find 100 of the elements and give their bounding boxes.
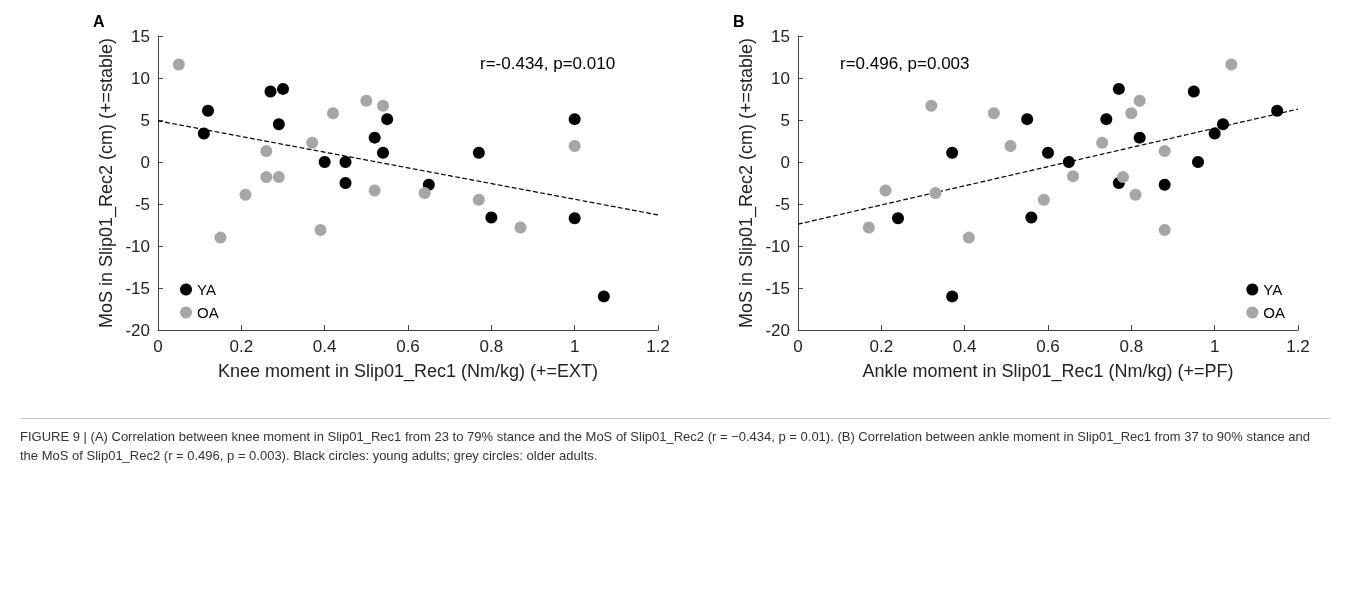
point — [1129, 188, 1142, 201]
point — [1125, 107, 1138, 120]
point — [260, 171, 273, 184]
x-tick-label: 0.8 — [1119, 337, 1144, 356]
point — [360, 94, 373, 107]
point — [327, 107, 339, 120]
point — [946, 290, 959, 303]
point — [485, 211, 498, 224]
annotation: r=-0.434, p=0.010 — [480, 54, 616, 73]
y-tick-label: 10 — [131, 68, 150, 88]
point — [272, 171, 285, 184]
point — [987, 107, 1000, 120]
point — [1025, 211, 1038, 224]
point — [1100, 113, 1113, 126]
point — [962, 231, 975, 244]
legend-label: OA — [1263, 304, 1286, 321]
y-tick-label: 15 — [771, 26, 790, 46]
point — [272, 118, 285, 131]
point — [1158, 178, 1171, 191]
point — [1037, 193, 1050, 206]
point — [381, 113, 394, 126]
y-tick-label: -10 — [125, 236, 150, 256]
x-tick-label: 1.2 — [646, 337, 670, 356]
chart-title: B — [733, 12, 745, 30]
point — [368, 131, 381, 144]
point — [318, 156, 331, 168]
point — [1208, 127, 1221, 140]
point — [314, 224, 327, 237]
x-tick-label: 1 — [1209, 337, 1220, 356]
point — [264, 85, 277, 98]
x-tick-label: 0 — [793, 337, 803, 356]
annotation: r=0.496, p=0.003 — [840, 54, 970, 73]
point — [879, 184, 892, 197]
point — [472, 193, 485, 206]
x-tick-label: 0.4 — [952, 337, 977, 356]
point — [1117, 171, 1129, 184]
point — [892, 212, 904, 225]
point — [1096, 136, 1109, 149]
legend-label: OA — [197, 304, 219, 321]
point — [277, 82, 289, 95]
x-tick-label: 0.2 — [869, 337, 894, 356]
point — [202, 104, 214, 117]
point — [197, 127, 210, 140]
y-tick-label: 5 — [140, 110, 150, 130]
y-tick-label: -15 — [125, 278, 150, 298]
y-tick-label: 10 — [771, 68, 790, 88]
point — [1133, 94, 1146, 107]
y-tick-label: -5 — [774, 194, 790, 214]
point — [260, 145, 273, 158]
point — [306, 136, 319, 149]
point — [1133, 131, 1146, 144]
point — [1271, 104, 1284, 117]
point — [339, 177, 352, 189]
point — [339, 156, 352, 168]
point — [597, 290, 610, 303]
x-tick-label: 0.8 — [479, 337, 504, 356]
point — [377, 146, 389, 159]
y-tick-label: -10 — [765, 236, 790, 256]
point — [1042, 146, 1054, 159]
legend-label: YA — [1263, 281, 1283, 298]
y-tick-label: 15 — [131, 26, 150, 46]
x-tick-label: 1.2 — [1286, 337, 1310, 356]
y-tick-label: -5 — [134, 194, 150, 214]
point — [1225, 58, 1238, 71]
x-tick-label: 0 — [153, 337, 163, 356]
point — [1021, 113, 1034, 126]
x-tick-label: 0.4 — [312, 337, 337, 356]
x-tick-label: 0.6 — [396, 337, 420, 356]
caption: FIGURE 9 | (A) Correlation between knee moment in Slip01_Rec1 from 23 to 79% stance and the MoS of Slip01_Rec2 (r = −0.434, p = 0.01). (B) Correlation between ankle moment in Slip01_Rec1 from 37 to 90% stance and the MoS of Slip01_Rec2 (r = 0.496, p = 0.003). Black circles: young adults; grey circles: older adults. — [20, 418, 1330, 465]
y-tick-label: 5 — [780, 110, 790, 130]
point — [929, 187, 942, 200]
x-tick-label: 0.2 — [229, 337, 254, 356]
point — [568, 212, 581, 225]
point — [472, 146, 485, 159]
point — [239, 188, 252, 201]
point — [1192, 156, 1204, 168]
point — [1112, 82, 1125, 95]
point — [925, 99, 938, 112]
point — [1158, 224, 1171, 237]
point — [1067, 170, 1079, 183]
point — [1217, 118, 1229, 131]
point — [568, 113, 581, 126]
point — [368, 184, 381, 197]
y-axis-title: MoS in Slip01_Rec2 (cm) (+=stable) — [735, 37, 757, 329]
x-axis-title: Ankle moment in Slip01_Rec1 (Nm/kg) (+=PF) — [862, 361, 1234, 382]
point — [214, 231, 227, 244]
y-tick-label: 0 — [780, 152, 790, 172]
point — [418, 187, 431, 200]
x-tick-label: 1 — [569, 337, 580, 356]
point — [377, 99, 389, 112]
legend-label: YA — [197, 281, 216, 298]
point — [862, 221, 875, 234]
point — [1187, 85, 1200, 98]
point — [1062, 156, 1075, 168]
y-tick-label: -15 — [765, 278, 790, 298]
y-axis-title: MoS in Slip01_Rec2 (cm) (+=stable) — [95, 37, 117, 329]
y-tick-label: -20 — [125, 320, 150, 340]
point — [514, 221, 527, 234]
chart-title: A — [93, 12, 105, 30]
point — [1004, 140, 1017, 153]
